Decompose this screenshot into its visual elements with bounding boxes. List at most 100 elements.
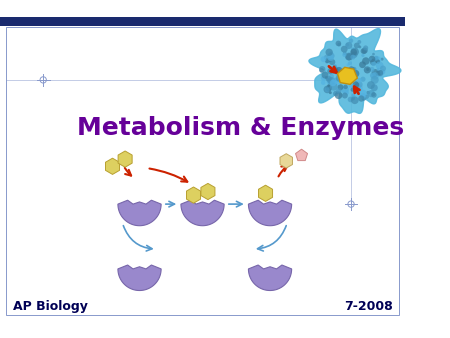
Circle shape: [368, 90, 375, 97]
Circle shape: [342, 71, 346, 75]
Circle shape: [351, 94, 356, 97]
Circle shape: [376, 62, 383, 69]
Circle shape: [372, 69, 379, 76]
Circle shape: [346, 43, 349, 47]
Circle shape: [377, 70, 384, 77]
Circle shape: [328, 59, 332, 62]
Circle shape: [342, 71, 346, 75]
Circle shape: [329, 59, 335, 65]
Circle shape: [377, 68, 379, 71]
Circle shape: [336, 74, 343, 82]
Circle shape: [321, 75, 327, 81]
Circle shape: [322, 72, 328, 78]
Circle shape: [336, 41, 341, 46]
Circle shape: [337, 70, 344, 77]
Circle shape: [360, 77, 365, 82]
Circle shape: [329, 91, 332, 94]
Circle shape: [351, 54, 356, 59]
Circle shape: [349, 39, 353, 43]
Circle shape: [346, 53, 353, 61]
Circle shape: [351, 52, 357, 58]
Circle shape: [332, 78, 338, 83]
Circle shape: [338, 43, 341, 47]
Circle shape: [325, 58, 330, 63]
Polygon shape: [105, 158, 120, 174]
Circle shape: [348, 66, 355, 73]
Circle shape: [351, 48, 355, 51]
Polygon shape: [186, 187, 201, 203]
Circle shape: [320, 68, 324, 73]
Polygon shape: [258, 185, 273, 201]
Circle shape: [351, 88, 355, 92]
Circle shape: [351, 48, 359, 56]
Circle shape: [330, 83, 338, 91]
Circle shape: [356, 81, 363, 88]
Circle shape: [324, 86, 331, 93]
Circle shape: [327, 84, 330, 87]
Circle shape: [336, 80, 341, 85]
Circle shape: [380, 71, 382, 74]
Circle shape: [325, 49, 333, 56]
Text: 7-2008: 7-2008: [344, 300, 392, 313]
Circle shape: [343, 84, 348, 89]
Circle shape: [366, 91, 370, 95]
Circle shape: [372, 92, 376, 96]
Circle shape: [325, 76, 328, 79]
Circle shape: [333, 64, 337, 68]
Circle shape: [341, 46, 348, 53]
Circle shape: [339, 75, 347, 83]
Circle shape: [348, 83, 354, 88]
Circle shape: [355, 84, 363, 92]
Polygon shape: [248, 200, 292, 226]
Circle shape: [336, 67, 342, 73]
Circle shape: [359, 90, 367, 98]
Circle shape: [369, 56, 375, 62]
Circle shape: [326, 76, 332, 81]
Polygon shape: [118, 265, 161, 290]
Circle shape: [327, 79, 332, 83]
Text: AP Biology: AP Biology: [13, 300, 87, 313]
Circle shape: [354, 43, 360, 49]
Circle shape: [326, 79, 332, 85]
Circle shape: [330, 79, 337, 86]
Circle shape: [329, 74, 334, 79]
Polygon shape: [296, 149, 307, 161]
Circle shape: [350, 49, 357, 55]
Circle shape: [363, 45, 368, 50]
Circle shape: [327, 54, 334, 61]
Polygon shape: [181, 200, 224, 226]
Bar: [0, 17, 405, 26]
Circle shape: [369, 57, 372, 61]
Circle shape: [351, 96, 359, 104]
Circle shape: [342, 53, 346, 57]
Circle shape: [371, 76, 379, 84]
Circle shape: [333, 91, 339, 96]
Circle shape: [370, 73, 376, 78]
Circle shape: [372, 53, 375, 55]
Circle shape: [360, 93, 366, 99]
Circle shape: [370, 59, 377, 66]
Circle shape: [345, 91, 349, 95]
Text: Metabolism & Enzymes: Metabolism & Enzymes: [76, 116, 404, 140]
Circle shape: [371, 72, 379, 80]
Circle shape: [376, 71, 381, 76]
Circle shape: [332, 69, 336, 74]
Circle shape: [345, 73, 351, 79]
Polygon shape: [118, 200, 161, 226]
Circle shape: [362, 57, 369, 65]
Circle shape: [320, 56, 326, 62]
Circle shape: [335, 69, 342, 76]
Circle shape: [329, 51, 333, 55]
Circle shape: [374, 56, 381, 63]
Circle shape: [326, 77, 329, 81]
Circle shape: [334, 68, 338, 71]
Circle shape: [369, 67, 374, 72]
Circle shape: [362, 49, 367, 54]
Circle shape: [346, 64, 350, 66]
Circle shape: [341, 86, 349, 94]
Circle shape: [357, 78, 362, 83]
Circle shape: [355, 83, 360, 88]
Circle shape: [324, 55, 329, 60]
Circle shape: [358, 95, 365, 102]
Circle shape: [371, 92, 377, 98]
